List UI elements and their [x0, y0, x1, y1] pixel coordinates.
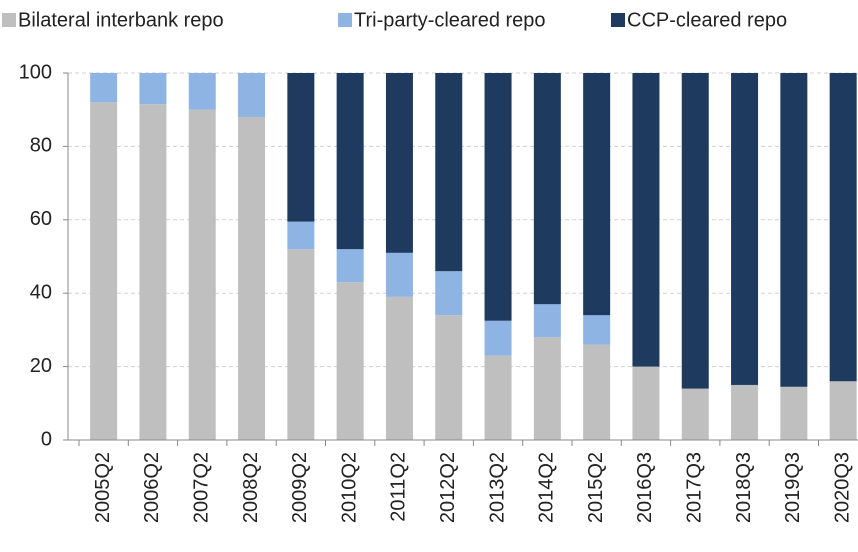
bar-segment [188, 73, 216, 110]
bar-segment [287, 249, 315, 440]
bar-segment [435, 73, 463, 272]
x-tick-label: 2006Q2 [141, 452, 163, 523]
bar-segment [484, 73, 512, 321]
bar-segment [484, 320, 512, 356]
legend-swatch [338, 13, 352, 27]
y-tick-label: 100 [19, 61, 52, 83]
bar-segment [780, 73, 808, 387]
bar-segment [287, 221, 315, 250]
x-tick-label: 2014Q2 [536, 452, 558, 523]
x-tick-label: 2012Q2 [437, 452, 459, 523]
bar-segment [238, 117, 266, 440]
bar-segment [533, 304, 561, 338]
bar-segment [139, 73, 167, 105]
bar-segment [336, 282, 364, 440]
bar-segment [139, 104, 167, 440]
bar-segment [90, 102, 118, 441]
bar-segment [385, 73, 413, 253]
y-tick-label: 0 [41, 428, 52, 450]
bar-segment [731, 73, 759, 385]
bar-segment [583, 73, 611, 316]
bar-segment [681, 73, 709, 389]
x-tick-label: 2007Q2 [191, 452, 213, 523]
x-tick-label: 2013Q2 [486, 452, 508, 523]
bar-segment [731, 384, 759, 440]
bar-segment [90, 73, 118, 103]
y-tick-label: 60 [30, 208, 52, 230]
y-tick-label: 40 [30, 281, 52, 303]
bar-segment [385, 296, 413, 440]
x-tick-label: 2011Q2 [388, 452, 410, 522]
bar-segment [632, 73, 660, 367]
bar-segment [336, 249, 364, 283]
legend-label: Bilateral interbank repo [18, 9, 224, 31]
x-tick-label: 2008Q2 [240, 452, 262, 523]
bar-segment [780, 386, 808, 440]
bar-segment [583, 315, 611, 345]
bar-segment [681, 388, 709, 440]
y-tick-label: 80 [30, 135, 52, 157]
y-tick-label: 20 [30, 355, 52, 377]
x-tick-label: 2018Q3 [733, 452, 755, 523]
bar-segment [583, 344, 611, 440]
x-tick-label: 2017Q3 [684, 452, 706, 523]
bar-segment [533, 337, 561, 440]
bar-segment [435, 271, 463, 316]
bar-segment [287, 73, 315, 222]
x-tick-label: 2020Q3 [831, 452, 853, 523]
bar-segment [829, 381, 857, 440]
x-tick-label: 2016Q3 [634, 452, 656, 523]
bar-segment [336, 73, 364, 250]
legend-label: Tri-party-cleared repo [354, 9, 546, 31]
x-tick-label: 2019Q3 [782, 452, 804, 523]
legend-label: CCP-cleared repo [627, 9, 787, 31]
bar-segment [484, 355, 512, 440]
bar-segment [188, 109, 216, 440]
bar-segment [632, 366, 660, 440]
bar-segment [385, 252, 413, 297]
bar-segment [533, 73, 561, 305]
x-tick-label: 2009Q2 [289, 452, 311, 523]
bar-segment [829, 73, 857, 382]
x-tick-label: 2005Q2 [92, 452, 114, 523]
legend-swatch [2, 13, 16, 27]
x-tick-label: 2010Q2 [338, 452, 360, 523]
x-tick-label: 2015Q2 [585, 452, 607, 523]
bar-segment [238, 73, 266, 118]
legend-swatch [611, 13, 625, 27]
bar-segment [435, 315, 463, 440]
